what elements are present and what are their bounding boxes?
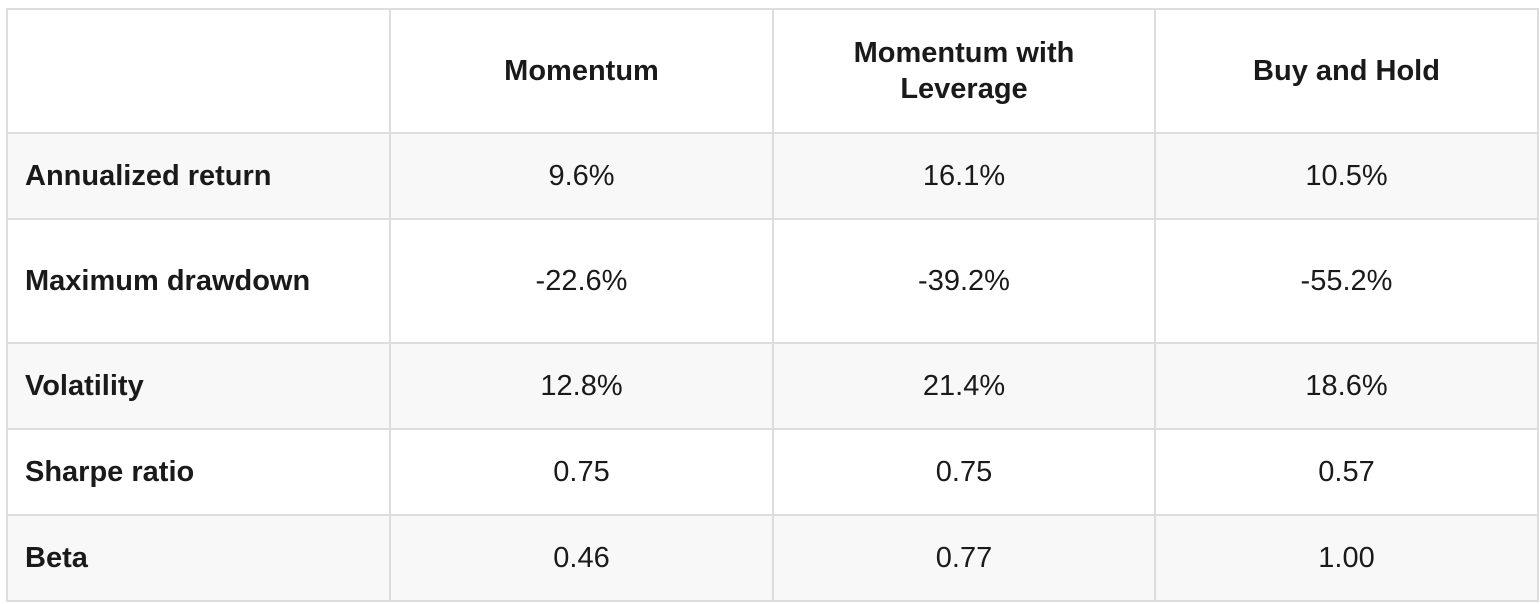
table-cell: 0.46 xyxy=(389,514,774,602)
table-cell: 0.75 xyxy=(772,428,1156,516)
table-cell: 0.57 xyxy=(1154,428,1539,516)
row-label: Volatility xyxy=(6,342,391,430)
table-cell: -39.2% xyxy=(772,218,1156,344)
table-cell: 0.75 xyxy=(389,428,774,516)
row-label: Annualized return xyxy=(6,132,391,220)
table-cell: -55.2% xyxy=(1154,218,1539,344)
table-row: Volatility 12.8% 21.4% 18.6% xyxy=(6,342,1539,430)
table-cell: 0.77 xyxy=(772,514,1156,602)
table-cell: 16.1% xyxy=(772,132,1156,220)
row-label: Sharpe ratio xyxy=(6,428,391,516)
table-row: Beta 0.46 0.77 1.00 xyxy=(6,514,1539,602)
header-cell-buy-and-hold: Buy and Hold xyxy=(1154,8,1539,134)
table-cell: 21.4% xyxy=(772,342,1156,430)
header-cell-momentum-with-leverage: Momentum with Leverage xyxy=(772,8,1156,134)
metrics-table-container: Momentum Momentum with Leverage Buy and … xyxy=(6,8,1539,602)
table-cell: 9.6% xyxy=(389,132,774,220)
table-cell: -22.6% xyxy=(389,218,774,344)
table-cell: 18.6% xyxy=(1154,342,1539,430)
header-cell-empty xyxy=(6,8,391,134)
row-label: Maximum drawdown xyxy=(6,218,391,344)
table-cell: 1.00 xyxy=(1154,514,1539,602)
table-cell: 10.5% xyxy=(1154,132,1539,220)
table-row: Annualized return 9.6% 16.1% 10.5% xyxy=(6,132,1539,220)
strategy-comparison-table: Momentum Momentum with Leverage Buy and … xyxy=(6,8,1539,602)
header-cell-momentum: Momentum xyxy=(389,8,774,134)
table-row: Sharpe ratio 0.75 0.75 0.57 xyxy=(6,428,1539,516)
table-cell: 12.8% xyxy=(389,342,774,430)
table-row: Maximum drawdown -22.6% -39.2% -55.2% xyxy=(6,218,1539,344)
row-label: Beta xyxy=(6,514,391,602)
table-header-row: Momentum Momentum with Leverage Buy and … xyxy=(6,8,1539,134)
